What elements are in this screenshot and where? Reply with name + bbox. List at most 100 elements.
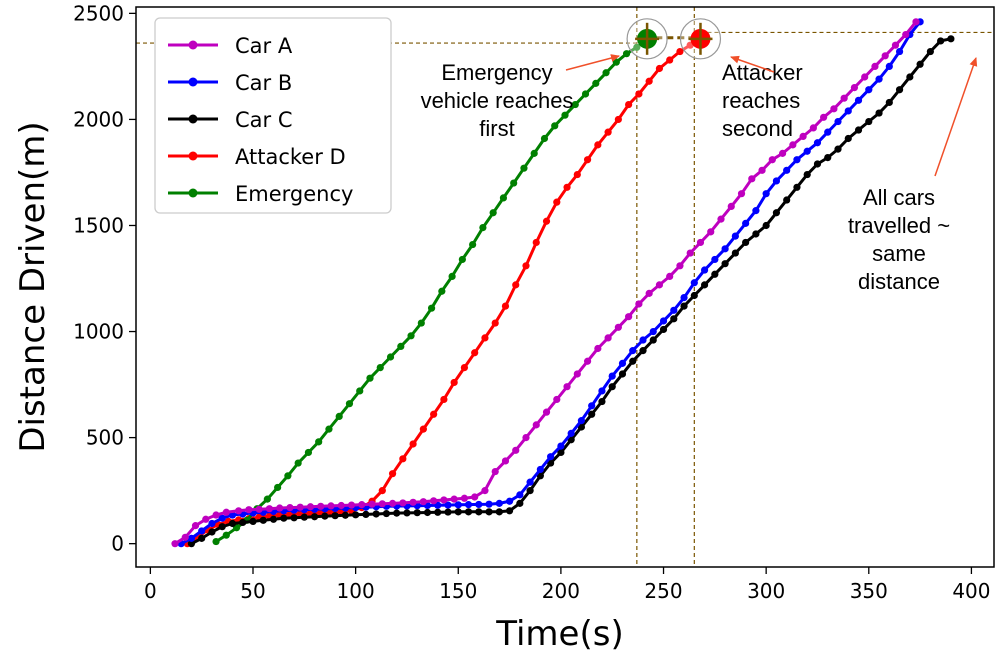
data-point-car-a: [388, 499, 397, 507]
y-tick-label: 0: [111, 532, 124, 556]
data-point-car-b: [464, 501, 473, 509]
data-point-car-c: [423, 508, 432, 517]
data-point-car-a: [501, 457, 510, 465]
data-point-emergency: [530, 149, 538, 157]
data-point-car-a: [573, 370, 581, 378]
data-point-car-b: [557, 442, 565, 450]
data-point-car-a: [717, 215, 725, 223]
data-point-car-a: [820, 113, 828, 121]
legend-item-car-a: Car A: [168, 34, 293, 58]
annotation-0: Emergency vehicle reaches first: [421, 54, 620, 141]
data-point-car-a: [686, 249, 694, 257]
data-point-car-c: [362, 510, 370, 518]
data-point-emergency: [212, 537, 220, 546]
x-tick-label: 200: [542, 579, 580, 603]
data-point-attacker-d: [471, 349, 479, 357]
annotation-text: travelled ~: [848, 213, 950, 238]
data-point-car-c: [269, 515, 278, 523]
annotation-text: same: [872, 241, 926, 266]
data-point-attacker-d: [419, 425, 427, 433]
data-point-car-a: [245, 506, 253, 514]
data-point-car-c: [680, 302, 688, 310]
data-point-emergency: [633, 43, 641, 51]
data-point-car-b: [218, 514, 226, 522]
data-point-car-a: [440, 496, 448, 504]
x-tick-label: 50: [240, 579, 265, 603]
x-tick-label: 100: [337, 579, 375, 603]
data-point-emergency: [489, 209, 497, 217]
data-point-car-a: [481, 487, 489, 495]
data-point-attacker-d: [512, 281, 520, 289]
series-attacker-d: [183, 35, 705, 548]
legend-label: Car C: [235, 108, 293, 132]
annotation-arrow: [934, 57, 978, 177]
series-car-a: [171, 18, 920, 548]
data-point-car-b: [834, 117, 842, 126]
data-point-emergency: [284, 472, 292, 480]
data-point-car-a: [645, 289, 653, 297]
data-point-car-c: [218, 523, 226, 531]
data-point-car-b: [505, 497, 514, 505]
data-point-car-a: [235, 507, 243, 515]
data-point-attacker-d: [583, 156, 592, 164]
data-point-car-a: [286, 504, 294, 512]
data-point-car-a: [635, 300, 643, 308]
data-point-car-c: [249, 517, 257, 525]
legend-swatch-marker: [188, 114, 198, 124]
data-point-car-c: [629, 357, 637, 365]
data-point-emergency: [540, 134, 549, 143]
data-point-emergency: [427, 304, 436, 312]
data-point-car-b: [721, 245, 729, 253]
data-point-car-a: [358, 501, 366, 509]
data-point-emergency: [458, 255, 466, 264]
data-point-car-c: [721, 260, 729, 268]
data-point-car-c: [875, 109, 883, 117]
data-point-car-c: [793, 183, 801, 191]
data-point-car-a: [542, 408, 551, 416]
x-axis-label: Time(s): [495, 614, 623, 653]
y-tick-label: 1500: [73, 213, 124, 237]
data-point-attacker-d: [378, 487, 386, 495]
data-point-car-c: [885, 98, 893, 107]
data-point-car-b: [495, 499, 503, 507]
y-tick-label: 2000: [73, 107, 124, 131]
data-point-car-a: [727, 202, 735, 210]
data-point-emergency: [551, 122, 559, 130]
data-point-emergency: [325, 425, 333, 433]
data-point-car-a: [553, 395, 561, 404]
data-point-emergency: [274, 483, 282, 492]
data-point-car-c: [834, 145, 842, 153]
data-point-car-a: [212, 511, 220, 519]
data-point-car-c: [485, 508, 493, 516]
legend-label: Attacker D: [235, 145, 346, 169]
data-point-car-c: [731, 249, 739, 257]
data-point-car-a: [563, 383, 571, 391]
annotation-text: second: [722, 116, 793, 141]
annotation-arrow: [565, 54, 620, 71]
data-point-car-c: [208, 528, 216, 536]
data-point-emergency: [222, 531, 230, 539]
data-point-car-c: [382, 509, 391, 518]
data-point-car-c: [352, 511, 360, 519]
legend-label: Emergency: [235, 182, 353, 206]
data-point-car-a: [399, 499, 407, 507]
data-point-attacker-d: [563, 183, 571, 191]
legend-label: Car B: [235, 71, 292, 95]
data-point-emergency: [510, 179, 518, 187]
data-point-car-a: [419, 498, 427, 506]
data-point-car-b: [485, 500, 493, 508]
data-point-car-a: [317, 502, 325, 510]
data-point-car-a: [430, 497, 438, 505]
data-point-attacker-d: [666, 56, 674, 64]
data-point-car-a: [191, 522, 200, 530]
data-point-car-b: [598, 387, 606, 395]
data-point-car-c: [505, 507, 514, 515]
legend-item-car-b: Car B: [168, 71, 292, 95]
data-point-car-c: [659, 325, 668, 334]
data-point-car-a: [676, 262, 684, 270]
data-point-car-a: [830, 105, 838, 113]
data-point-emergency: [376, 364, 384, 372]
data-point-car-c: [187, 540, 196, 548]
data-point-car-a: [707, 228, 715, 236]
data-point-car-b: [577, 417, 586, 425]
